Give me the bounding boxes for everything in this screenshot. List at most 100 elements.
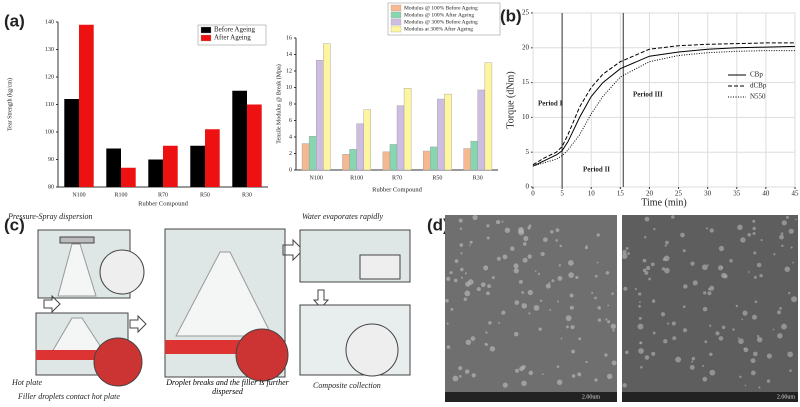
sem-grain [501,220,504,223]
sem-grain [638,305,641,308]
y-tick-label: 8 [289,101,292,107]
sem-grain [545,283,551,289]
x-axis-label: Rubber Compound [138,200,188,207]
sem-grain [469,240,473,244]
sem-grain [584,246,589,250]
sem-grain [454,259,459,264]
sem-grain [461,276,463,279]
sem-grain [541,373,544,375]
y-tick-label: 0 [289,167,292,173]
y-tick-label: 2 [289,151,292,157]
sem-grain [557,300,560,303]
sem-grain [780,232,784,235]
sem-grain [709,369,716,376]
sem-grain [556,365,560,368]
sem-grain [449,271,453,275]
line [532,45,796,167]
sem-grain [750,370,756,376]
sem-grain [779,307,782,310]
sem-grain [569,293,574,298]
y-tick-label: 15 [522,78,530,86]
sem-grain [664,267,670,274]
x-tick-label: 40 [762,190,770,198]
caption: Composite collection [313,381,381,390]
bar [437,98,445,171]
sem-grain [682,249,686,253]
sem-grain [644,216,650,222]
sem-grain [471,373,476,378]
sem-grain [787,351,793,358]
caption: Hot plate [11,378,42,387]
sem-grain [758,386,761,389]
sem-grain [611,360,617,366]
bar [349,149,357,171]
sem-grain [784,266,791,272]
sem-grain [578,337,582,341]
sem-grain [515,368,520,373]
sem-grain [739,375,742,379]
sem-grain [514,300,520,305]
sem-grain [527,289,533,296]
sem-grain [606,373,613,380]
sem-grain [773,253,776,256]
sem-grain [744,384,747,387]
sem-grain [569,305,574,310]
sem-grain [470,336,476,341]
sem-grain [753,251,757,255]
sem-grain [662,257,666,261]
sem-grain [510,246,515,251]
sem-texture [445,214,797,389]
sem-grain [483,265,489,271]
sem-grain [760,239,763,242]
sem-grain [555,239,558,242]
sem-grain [735,304,739,308]
sem-grain [721,272,727,279]
legend-label: CBp [750,71,763,79]
bar [121,167,136,187]
bar [163,145,178,187]
sem-grain [721,325,726,330]
bar [342,154,350,171]
legend-swatch [200,26,212,34]
sem-grain [709,324,712,327]
sem-grain [472,214,478,221]
sem-grain [779,234,784,240]
sem-grain [682,305,686,308]
sem-grain [756,262,762,268]
y-tick-label: 100 [45,129,54,135]
sem-grain [445,298,449,303]
x-tick-label: R100 [114,192,127,198]
sem-grain [486,291,490,296]
y-tick-label: 120 [45,74,54,80]
line [532,42,795,166]
sem-grain [527,254,532,259]
sem-grain [513,268,519,274]
sem-grain [672,336,677,341]
sem-grain [527,226,531,230]
sem-grain [571,349,576,354]
sem-grain [565,315,572,322]
bar [79,24,94,187]
sem-grain [625,352,628,355]
diagram [35,228,411,387]
sem-grain [785,215,789,219]
sem-grain [557,276,563,281]
sem-grain [523,235,529,242]
sem-grain [788,291,791,295]
sem-grain [702,376,708,382]
sem-grain [518,279,523,284]
y-tick-label: 80 [48,184,54,190]
legend-box [197,24,267,46]
sem-grain [718,245,725,252]
sem-grain [705,227,709,230]
sem-grain [459,374,462,378]
sem-grain [559,244,562,248]
bar [430,146,438,171]
sem-grain [542,237,548,243]
sem-grain [605,318,608,321]
sem-grain [754,300,758,304]
x-tick-label: 45 [792,190,800,198]
sem-grain [790,246,793,249]
sem-grain [611,292,614,295]
